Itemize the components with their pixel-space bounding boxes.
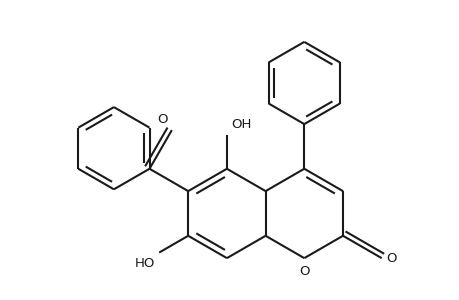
Text: OH: OH	[231, 118, 251, 131]
Text: O: O	[298, 265, 309, 278]
Text: O: O	[385, 252, 396, 265]
Text: HO: HO	[134, 257, 154, 270]
Text: O: O	[157, 112, 167, 126]
